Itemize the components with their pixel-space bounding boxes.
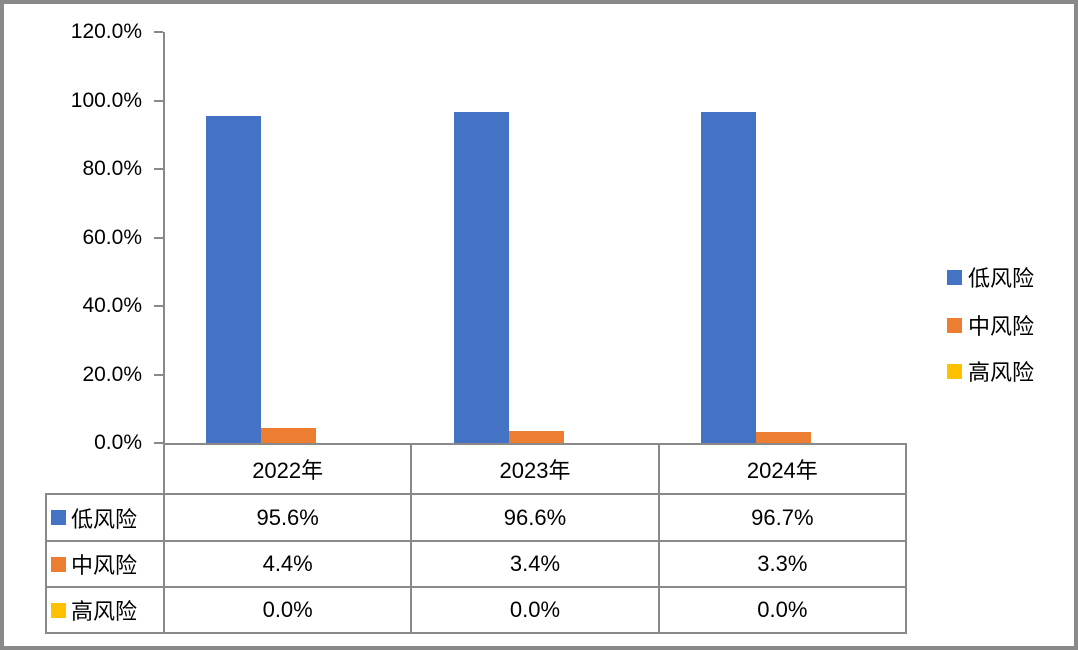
table-value-cell: 96.6% <box>412 495 660 542</box>
bar-series1-cat3 <box>700 111 756 443</box>
legend-item: 高风险 <box>947 358 1035 385</box>
y-tick-label: 0.0% <box>94 431 142 454</box>
table-row-label: 高风险 <box>45 588 165 634</box>
y-tick <box>154 99 163 102</box>
y-tick <box>154 31 163 33</box>
table-value-cell: 4.4% <box>165 542 413 588</box>
bar-series2-cat2 <box>508 431 564 443</box>
table-row-label: 中风险 <box>45 542 165 588</box>
table-corner-cell <box>45 443 165 495</box>
bar-series1-cat1 <box>206 115 262 443</box>
series-key-icon <box>51 556 66 572</box>
table-header-cell: 2024年 <box>659 443 907 495</box>
legend-swatch-icon <box>947 317 962 333</box>
y-tick-label: 100.0% <box>70 88 142 112</box>
series-key-icon <box>51 510 66 525</box>
legend-swatch-icon <box>947 269 962 285</box>
table-row-label-text: 高风险 <box>71 599 138 624</box>
table-header-cell: 2023年 <box>412 443 660 495</box>
table-row-label-text: 中风险 <box>71 553 138 578</box>
legend-item-label: 低风险 <box>968 266 1035 291</box>
table-value-cell: 0.0% <box>165 588 413 634</box>
table-header-cell: 2022年 <box>165 443 413 495</box>
bar-series2-cat1 <box>261 427 317 443</box>
table-row-label-text: 低风险 <box>71 506 138 532</box>
y-tick <box>154 168 163 170</box>
legend-item: 中风险 <box>947 312 1035 339</box>
table-value-cell: 0.0% <box>412 588 660 634</box>
table-value-cell: 0.0% <box>659 588 907 634</box>
table-value-cell: 3.3% <box>659 542 907 588</box>
y-tick-label: 40.0% <box>82 294 142 317</box>
series-key-icon <box>51 602 66 618</box>
legend-item-label: 中风险 <box>968 314 1035 339</box>
y-axis-line <box>163 32 165 443</box>
bar-series1-cat2 <box>453 112 509 443</box>
legend-item: 低风险 <box>947 264 1035 291</box>
y-tick-label: 120.0% <box>70 20 142 43</box>
table-value-cell: 96.7% <box>659 495 907 542</box>
y-tick <box>154 236 163 239</box>
legend-item-label: 高风险 <box>968 360 1035 385</box>
y-tick <box>154 442 163 444</box>
legend-swatch-icon <box>947 363 962 379</box>
y-tick-label: 60.0% <box>82 225 142 249</box>
data-table: 2022年 2023年 2024年低风险 95.6% 96.6% 96.7% 中风险 4.4%… <box>45 443 907 634</box>
bar-series2-cat3 <box>755 431 811 443</box>
table-row-label: 低风险 <box>45 495 165 542</box>
y-tick-label: 80.0% <box>82 157 142 180</box>
table-value-cell: 95.6% <box>165 495 413 542</box>
table-value-cell: 3.4% <box>412 542 660 588</box>
y-tick <box>154 373 163 376</box>
y-tick-label: 20.0% <box>82 362 142 386</box>
y-tick <box>154 305 163 307</box>
